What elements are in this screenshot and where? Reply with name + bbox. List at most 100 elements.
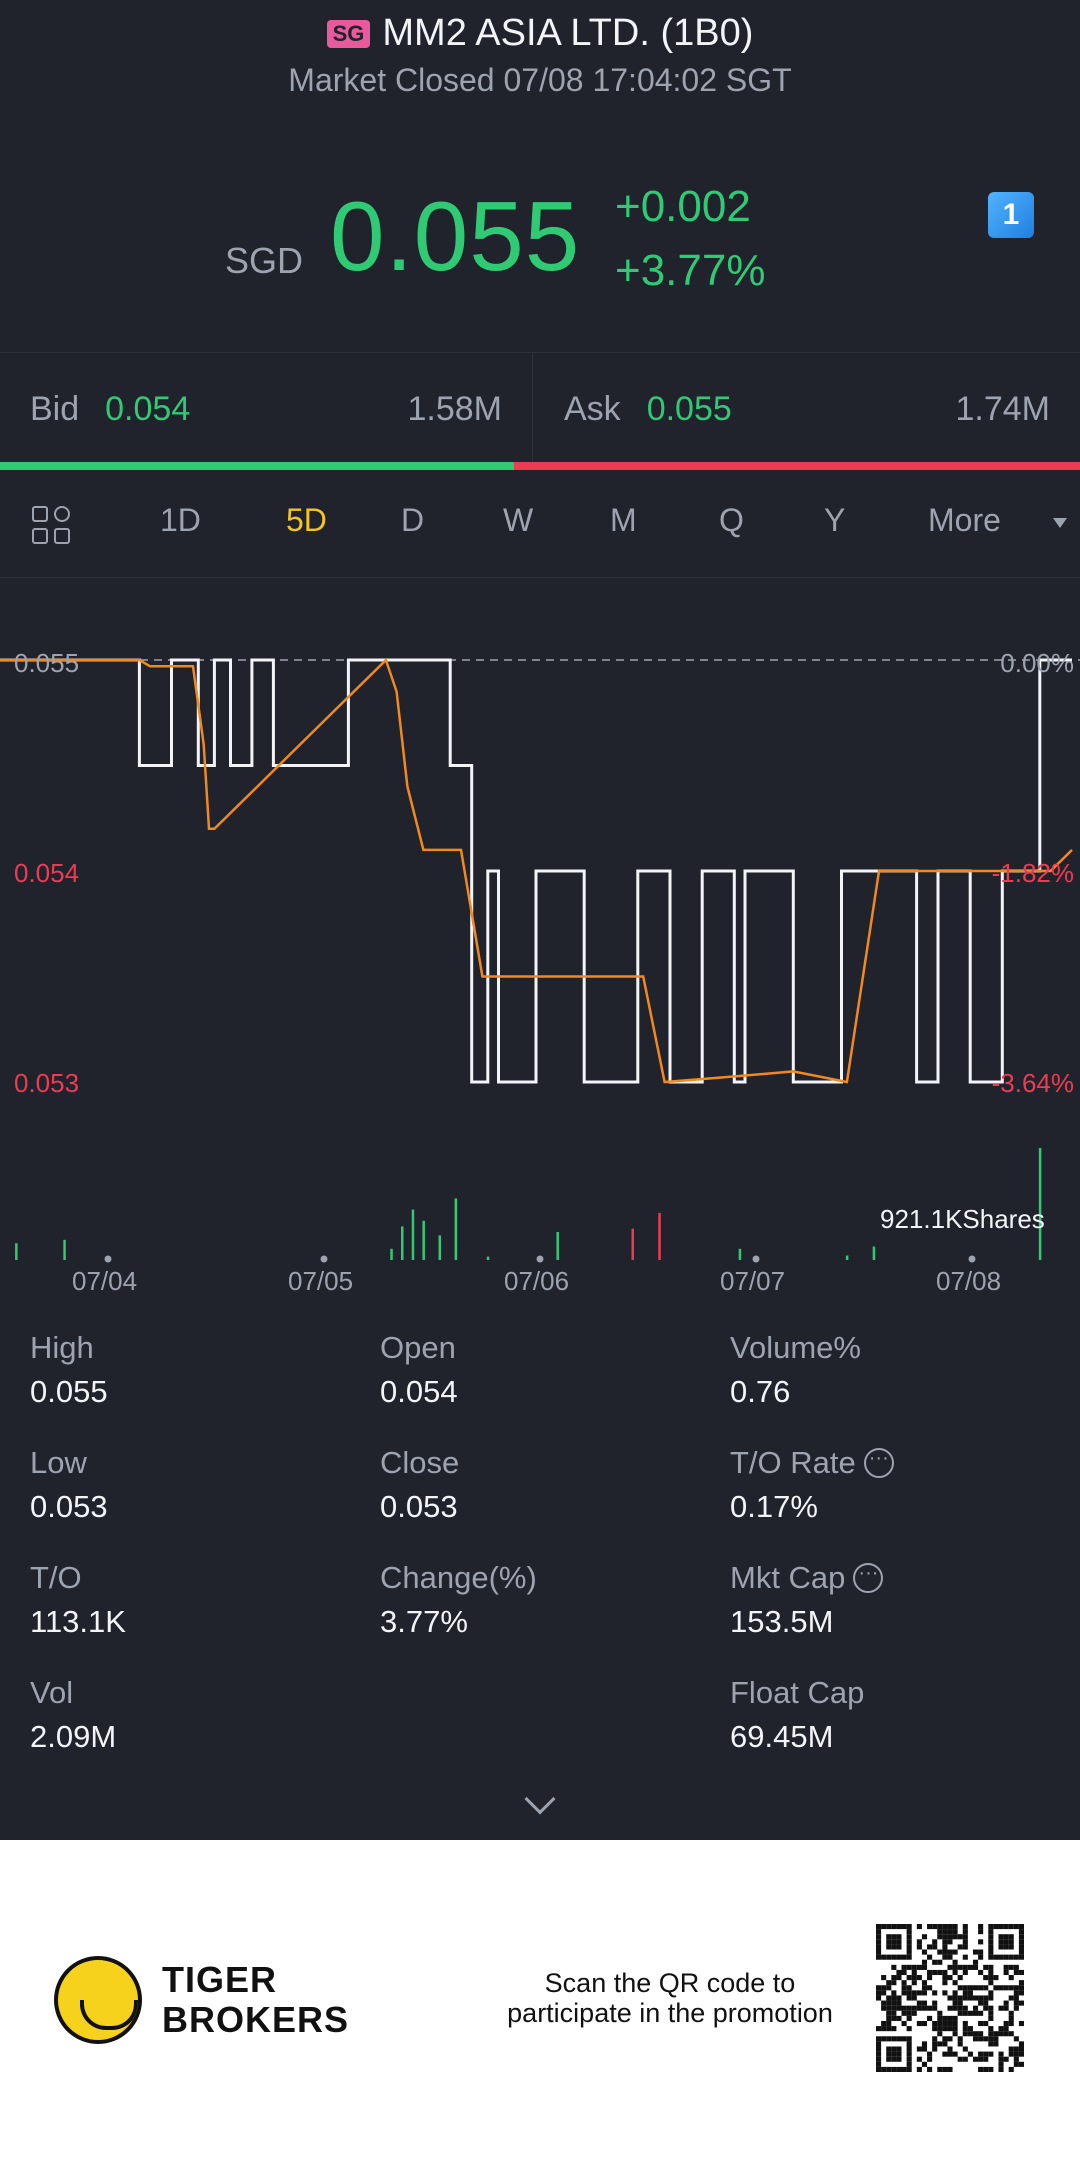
dropdown-arrow-icon[interactable] bbox=[1053, 518, 1067, 528]
ask-ratio-bar bbox=[514, 462, 1080, 470]
tab-month[interactable]: M bbox=[610, 502, 637, 538]
x-tick: 07/05 bbox=[288, 1266, 354, 1296]
change-absolute: +0.002 bbox=[615, 182, 751, 231]
stat-value: 0.76 bbox=[730, 1374, 791, 1409]
last-price: 0.055 bbox=[330, 181, 581, 291]
promo-line: Scan the QR code to bbox=[544, 1968, 796, 1998]
y-tick-right: 0.00% bbox=[1000, 648, 1074, 678]
x-tick: 07/04 bbox=[72, 1266, 138, 1296]
tab-5d[interactable]: 5D bbox=[286, 502, 327, 538]
ask-size: 1.74M bbox=[955, 389, 1051, 428]
bid-ratio-bar bbox=[0, 462, 514, 470]
stat-label: T/O bbox=[30, 1560, 82, 1595]
y-tick-left: 0.054 bbox=[14, 858, 80, 888]
stat-value: 113.1K bbox=[30, 1604, 126, 1639]
volume-bar bbox=[438, 1235, 442, 1260]
bid-price: 0.054 bbox=[105, 389, 191, 428]
stat-value: 0.055 bbox=[30, 1374, 108, 1409]
stat-turnover: T/O 113.1K bbox=[30, 1560, 126, 1640]
promo-line: participate in the promotion bbox=[507, 1998, 833, 2028]
qr-code-icon[interactable] bbox=[876, 1924, 1024, 2072]
y-tick-left: 0.053 bbox=[14, 1068, 80, 1098]
stat-label: Volume% bbox=[730, 1330, 861, 1365]
volume-bar bbox=[658, 1212, 661, 1260]
price-line bbox=[0, 658, 1072, 1084]
y-tick-right: -1.82% bbox=[991, 858, 1074, 888]
x-tick-dot bbox=[968, 1255, 976, 1263]
tab-year[interactable]: Y bbox=[824, 502, 846, 538]
tiger-logo-icon bbox=[54, 1956, 142, 2044]
volume-bar bbox=[401, 1226, 404, 1260]
stat-high: High 0.055 bbox=[30, 1330, 108, 1410]
stat-label: Vol bbox=[30, 1675, 74, 1710]
tab-1d[interactable]: 1D bbox=[160, 502, 201, 538]
y-tick-left: 0.055 bbox=[14, 648, 80, 678]
volume-bar bbox=[872, 1246, 876, 1260]
stat-value: 69.45M bbox=[730, 1719, 834, 1754]
flash-icon[interactable]: 1 bbox=[988, 192, 1034, 238]
stat-label: Low bbox=[30, 1445, 87, 1480]
stat-close: Close 0.053 bbox=[380, 1445, 459, 1525]
bid-section: Bid 0.054 1.58M bbox=[0, 353, 533, 465]
x-tick-dot bbox=[536, 1255, 544, 1263]
stat-value: 0.053 bbox=[380, 1489, 458, 1524]
quote-header: SG MM2 ASIA LTD. (1B0) Market Closed 07/… bbox=[0, 0, 1080, 352]
y-tick-right: -3.64% bbox=[991, 1068, 1074, 1098]
stat-low: Low 0.053 bbox=[30, 1445, 108, 1525]
tab-day[interactable]: D bbox=[401, 502, 425, 538]
chevron-down-icon[interactable] bbox=[524, 1783, 556, 1815]
stat-value: 2.09M bbox=[30, 1719, 117, 1754]
brand-name: TIGER BROKERS bbox=[162, 1960, 349, 2040]
stat-float-cap: Float Cap 69.45M bbox=[730, 1675, 864, 1755]
volume-bar bbox=[486, 1256, 490, 1260]
flash-count: 1 bbox=[1002, 198, 1020, 231]
stat-label: Float Cap bbox=[730, 1675, 865, 1710]
volume-bar bbox=[845, 1255, 849, 1260]
volume-bar bbox=[556, 1232, 559, 1260]
price-chart[interactable]: 0.055 0.054 0.053 0.00% -1.82% -3.64% 92… bbox=[0, 578, 1080, 1298]
market-status: Market Closed 07/08 17:04:02 SGT bbox=[288, 62, 792, 98]
volume-bar bbox=[15, 1243, 18, 1260]
promo-text: Scan the QR code to participate in the p… bbox=[480, 1968, 860, 2028]
tab-week[interactable]: W bbox=[503, 502, 534, 538]
bid-label: Bid bbox=[30, 389, 80, 428]
stat-label: Mkt Cap bbox=[730, 1560, 846, 1595]
bid-ask-panel: Bid 0.054 1.58M Ask 0.055 1.74M bbox=[0, 352, 1080, 465]
stat-volume: Vol 2.09M bbox=[30, 1675, 116, 1755]
volume-bar bbox=[738, 1248, 742, 1260]
stat-open: Open 0.054 bbox=[380, 1330, 458, 1410]
x-tick-dot bbox=[104, 1255, 112, 1263]
ask-price: 0.055 bbox=[646, 389, 732, 428]
stat-value: 0.054 bbox=[380, 1374, 458, 1409]
volume-bar bbox=[390, 1248, 393, 1260]
x-tick-dot bbox=[320, 1255, 328, 1263]
stat-market-cap: Mkt Cap ··· 153.5M bbox=[730, 1560, 884, 1640]
volume-bar bbox=[422, 1220, 425, 1260]
period-tabs: 1D 5D D W M Q Y More bbox=[0, 470, 1080, 578]
grid-icon[interactable] bbox=[32, 506, 72, 546]
ask-section: Ask 0.055 1.74M bbox=[534, 353, 1080, 465]
currency-label: SGD bbox=[225, 240, 304, 281]
volume-bar bbox=[454, 1198, 458, 1260]
tab-more[interactable]: More bbox=[928, 502, 1001, 538]
x-tick: 07/08 bbox=[936, 1266, 1002, 1296]
volume-bar bbox=[411, 1209, 415, 1260]
stat-turnover-rate: T/O Rate ··· 0.17% bbox=[730, 1445, 894, 1525]
volume-bar bbox=[631, 1228, 634, 1260]
stock-title: MM2 ASIA LTD. (1B0) bbox=[382, 12, 754, 54]
ask-label: Ask bbox=[564, 389, 621, 428]
tab-quarter[interactable]: Q bbox=[719, 502, 744, 538]
more-info-icon[interactable]: ··· bbox=[863, 1448, 894, 1478]
market-badge: SG bbox=[326, 19, 371, 48]
volume-bar bbox=[1038, 1148, 1042, 1260]
title-row: SG MM2 ASIA LTD. (1B0) bbox=[0, 12, 1080, 55]
stat-volume-pct: Volume% 0.76 bbox=[730, 1330, 861, 1410]
brand-line: TIGER bbox=[162, 1959, 278, 2000]
more-info-icon[interactable]: ··· bbox=[853, 1563, 884, 1593]
stat-change-pct: Change(%) 3.77% bbox=[380, 1560, 537, 1640]
volume-label: 921.1KShares bbox=[880, 1204, 1045, 1234]
bid-size: 1.58M bbox=[407, 389, 503, 428]
chart-canvas bbox=[0, 657, 1080, 1263]
x-tick-dot bbox=[752, 1255, 760, 1263]
stat-label: Close bbox=[380, 1445, 460, 1480]
